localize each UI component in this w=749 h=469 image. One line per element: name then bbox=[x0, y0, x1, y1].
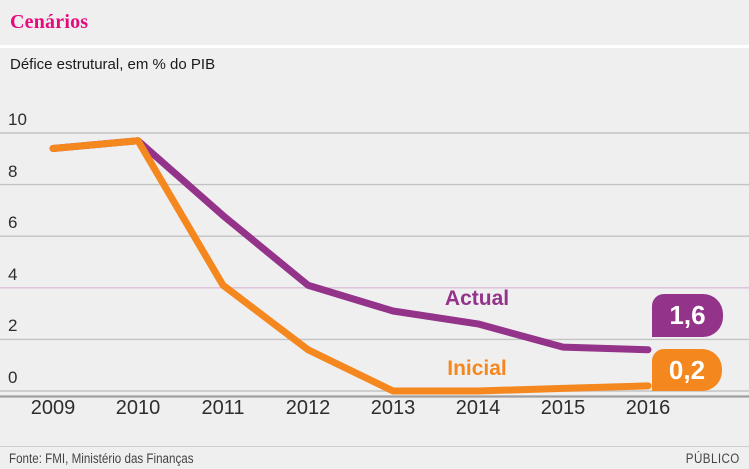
y-tick-label-8: 8 bbox=[8, 161, 18, 181]
source-note: Fonte: FMI, Ministério das Finanças bbox=[9, 450, 194, 466]
series-label-actual: Actual bbox=[444, 287, 510, 310]
footer: Fonte: FMI, Ministério das Finanças PÚBL… bbox=[0, 446, 749, 469]
chart-subtitle: Défice estrutural, em % do PIB bbox=[10, 56, 216, 73]
y-tick-label-2: 2 bbox=[8, 316, 18, 336]
x-year-label-2015: 2015 bbox=[540, 397, 586, 419]
x-year-label-2014: 2014 bbox=[455, 397, 501, 419]
x-year-label-2009: 2009 bbox=[30, 397, 76, 419]
x-year-label-2011: 2011 bbox=[201, 397, 245, 419]
series-line-inicial bbox=[49, 137, 652, 395]
value-badge-actual: 1,6 bbox=[652, 294, 723, 337]
x-year-label-2016: 2016 bbox=[625, 397, 671, 419]
y-tick-label-10: 10 bbox=[8, 110, 27, 129]
y-tick-label-0: 0 bbox=[8, 368, 18, 387]
y-tick-label-4: 4 bbox=[8, 264, 18, 284]
y-tick-label-6: 6 bbox=[8, 213, 18, 233]
title-divider bbox=[0, 45, 749, 48]
x-year-label-2013: 2013 bbox=[370, 397, 416, 419]
x-year-label-2012: 2012 bbox=[285, 397, 331, 419]
x-year-label-2010: 2010 bbox=[115, 397, 161, 419]
series-label-inicial: Inicial bbox=[447, 357, 507, 380]
page-title: Cenários bbox=[10, 11, 89, 33]
value-badge-inicial: 0,2 bbox=[652, 349, 722, 391]
brand-mark: PÚBLICO bbox=[686, 450, 740, 466]
series-line-actual bbox=[49, 137, 652, 354]
